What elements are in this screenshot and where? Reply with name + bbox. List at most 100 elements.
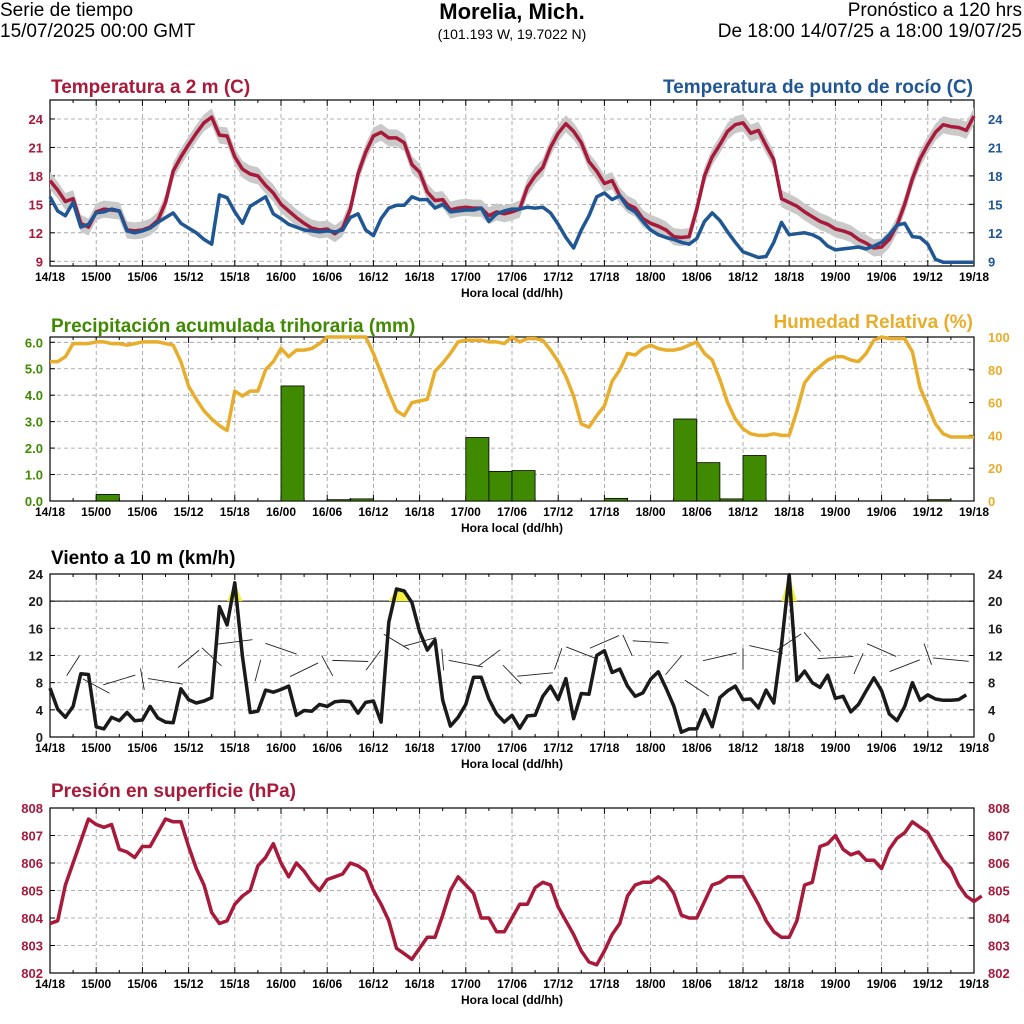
x-tick-label: 15/06 [127,270,157,284]
forecast-length: Pronóstico a 120 hrs [847,0,1022,21]
x-tick-label: 17/06 [497,505,527,519]
x-tick-label: 18/12 [728,270,758,284]
y-tick-label-right: 9 [988,254,995,269]
x-tick-label: 14/18 [35,505,65,519]
x-tick-label: 17/18 [589,741,619,755]
y-tick-label-right: 16 [988,621,1002,636]
y-tick-label-right: 12 [988,649,1002,664]
wind-direction-stroke [853,653,864,675]
x-tick-label: 17/00 [451,977,481,991]
x-tick-label: 19/18 [959,505,989,519]
wind-direction-stroke [321,655,334,677]
x-tick-label: 18/12 [728,977,758,991]
x-tick-label: 15/12 [174,977,204,991]
x-tick-label: 17/06 [497,270,527,284]
y-tick-label-right: 40 [988,428,1002,443]
y-tick-label-right: 24 [988,567,1003,582]
wind-title: Viento a 10 m (km/h) [51,548,235,569]
header-center: Morelia, Mich. (101.193 W, 19.7022 N) [0,0,1024,44]
precip-bar [349,498,374,502]
wind-direction-stroke [201,647,222,667]
wind-direction-stroke [103,674,136,686]
y-tick-label-right: 20 [988,461,1002,476]
x-tick-label: 15/00 [81,977,111,991]
x-tick-label: 16/12 [358,977,388,991]
x-tick-label: 15/06 [127,505,157,519]
wind-speed-line [48,572,968,734]
wind-axes: 14/18 15/00 15/06 15/12 15/18 16/00 16/06 16/12… [29,567,1004,771]
x-tick-label: 15/06 [127,977,157,991]
x-tick-label: 17/12 [543,977,573,991]
y-tick-label-left: 15 [29,197,43,212]
x-tick-label: 18/00 [636,977,666,991]
wind-direction-stroke [702,652,737,662]
y-tick-label-left: 2.0 [25,441,43,456]
x-tick-label: 18/12 [728,505,758,519]
y-tick-label-left: 9 [36,254,43,269]
precip-bar [465,437,490,502]
x-tick-label: 16/06 [312,977,342,991]
x-tick-label: 16/00 [266,741,296,755]
x-tick-label: 16/18 [405,741,435,755]
precip-bar [488,470,513,502]
x-tick-label: 18/06 [682,505,712,519]
run-datetime: 15/07/2025 00:00 GMT [0,21,196,42]
y-tick-label-left: 5.0 [25,362,43,377]
x-tick-label: 15/00 [81,270,111,284]
y-tick-label-right: 804 [988,911,1010,926]
y-tick-label-right: 21 [988,140,1002,155]
y-tick-label-right: 0 [988,730,995,745]
x-tick-label: 14/18 [35,270,65,284]
wind-direction-stroke [566,646,597,660]
precip-bar [927,499,952,502]
pres-axes: 14/18 15/00 15/06 15/12 15/18 16/00 16/06 16/12… [21,801,1010,1007]
y-tick-label-right: 4 [988,703,996,718]
x-tick-label: 15/18 [220,741,250,755]
x-tick-label: 18/06 [682,270,712,284]
x-tick-label: 14/18 [35,741,65,755]
x-tick-label: 19/12 [913,270,943,284]
y-tick-label-right: 805 [988,884,1010,899]
y-tick-label-left: 6.0 [25,335,43,350]
wind-direction-stroke [866,643,897,657]
y-tick-label-left: 0.0 [25,494,43,509]
y-tick-label-left: 20 [29,594,43,609]
x-tick-label: 15/00 [81,505,111,519]
header-right: Pronóstico a 120 hrs De 18:00 14/07/25 a… [718,0,1022,42]
x-tick-label: 18/06 [682,741,712,755]
y-tick-label-left: 21 [29,140,43,155]
x-tick-label: 16/06 [312,270,342,284]
x-tick-label: 15/06 [127,741,157,755]
y-tick-label-left: 4 [36,703,44,718]
temperature-title: Temperatura a 2 m (C) [51,77,250,98]
precip-bar [95,493,120,502]
x-tick-label: 16/06 [312,505,342,519]
x-tick-label: 15/00 [81,741,111,755]
wind-direction-stroke [749,645,784,654]
x-tick-label: 17/00 [451,270,481,284]
wind-direction-stroke [148,678,183,685]
x-axis-label: Hora local (dd/hh) [461,993,563,1007]
x-tick-label: 17/18 [589,270,619,284]
x-tick-label: 19/06 [867,505,897,519]
y-tick-label-left: 804 [21,911,43,926]
header-left: Serie de tiempo 15/07/2025 00:00 GMT [0,0,195,42]
wind-direction-stroke [502,664,522,685]
wind-direction-stroke [889,659,920,672]
wind-direction-stroke [554,648,563,670]
y-tick-label-left: 18 [29,169,43,184]
y-tick-label-left: 3.0 [25,415,43,430]
x-tick-label: 18/12 [728,741,758,755]
x-tick-label: 18/00 [636,270,666,284]
x-tick-label: 16/00 [266,270,296,284]
x-tick-label: 19/00 [820,505,850,519]
y-tick-label-left: 4.0 [25,388,43,403]
x-tick-label: 17/18 [589,977,619,991]
x-tick-label: 16/18 [405,270,435,284]
y-tick-label-right: 802 [988,966,1010,981]
wind-direction-stroke [254,659,262,682]
x-tick-label: 19/12 [913,977,943,991]
wind-direction-stroke [817,655,854,660]
y-tick-label-left: 12 [29,226,43,241]
x-tick-label: 17/12 [543,270,573,284]
